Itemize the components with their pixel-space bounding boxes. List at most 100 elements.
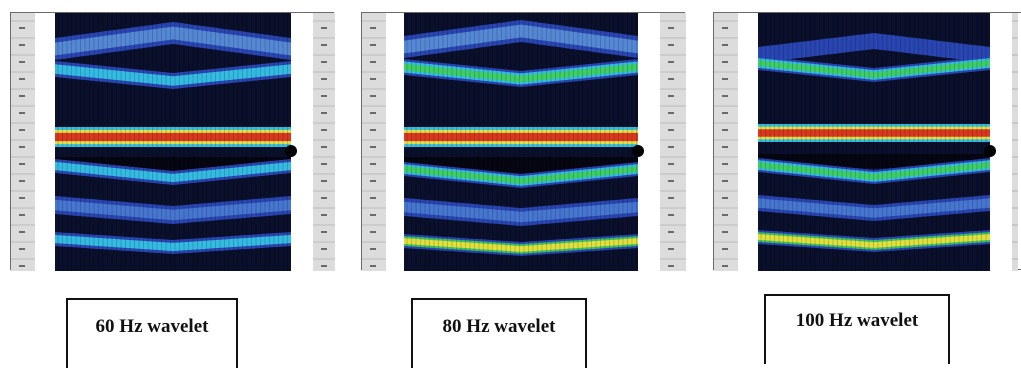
depth-tick-mark	[668, 44, 674, 46]
reflector-band	[55, 199, 291, 221]
reflector-band	[404, 63, 638, 83]
depth-tick-mark	[370, 112, 376, 114]
depth-tick-mark	[722, 95, 728, 97]
caption-100hz-label: 100 Hz wavelet	[795, 310, 919, 331]
depth-tick-mark	[321, 27, 327, 29]
depth-tick-mark	[722, 231, 728, 233]
depth-tick-mark	[19, 112, 25, 114]
depth-tick-mark	[321, 112, 327, 114]
reflector-band	[404, 201, 638, 223]
reflector-band	[758, 198, 990, 218]
depth-tick-mark	[370, 248, 376, 250]
depth-tick-mark	[19, 95, 25, 97]
margin-left	[386, 13, 404, 271]
depth-tick-mark	[321, 129, 327, 131]
depth-tick-mark	[321, 61, 327, 63]
depth-tick-mark	[321, 78, 327, 80]
depth-tick-mark	[668, 163, 674, 165]
depth-tick-mark	[668, 248, 674, 250]
seismic-bands	[404, 13, 638, 271]
depth-tick-mark	[370, 27, 376, 29]
reflector-band	[758, 56, 990, 82]
reflector-band	[404, 59, 638, 87]
depth-tick-mark	[722, 27, 728, 29]
depth-tick-mark	[722, 163, 728, 165]
reflector-band	[758, 234, 990, 248]
reflector-band	[55, 161, 291, 183]
depth-tick-mark	[19, 78, 25, 80]
depth-tick-mark	[668, 27, 674, 29]
reflector-band	[55, 234, 291, 252]
reflector-band	[404, 132, 638, 142]
depth-tick-mark	[321, 146, 327, 148]
depth-tick-mark	[370, 44, 376, 46]
depth-tick-mark	[668, 231, 674, 233]
margin-right	[990, 13, 1012, 271]
depth-tick-mark	[668, 265, 674, 267]
depth-tick-mark	[722, 214, 728, 216]
depth-tick-mark	[370, 146, 376, 148]
reflector-band	[55, 61, 291, 89]
depth-tick-mark	[722, 146, 728, 148]
depth-tick-mark	[19, 180, 25, 182]
seismic-bands	[758, 13, 990, 271]
depth-tick-mark	[321, 197, 327, 199]
depth-tick-mark	[722, 61, 728, 63]
depth-tick-mark	[668, 214, 674, 216]
reflector-band	[404, 24, 638, 54]
seismic-section-100hz	[714, 13, 1018, 271]
reflector-band	[758, 60, 990, 78]
depth-tick-mark	[321, 95, 327, 97]
depth-tick-mark	[321, 248, 327, 250]
depth-tick-mark	[668, 95, 674, 97]
reflector-band	[55, 159, 291, 185]
seismic-panel-80hz	[361, 12, 686, 271]
depth-strip-right	[1012, 13, 1018, 271]
depth-tick-mark	[668, 146, 674, 148]
edge-marker	[632, 145, 644, 157]
depth-tick-mark	[668, 197, 674, 199]
edge-marker	[984, 145, 996, 157]
depth-tick-mark	[722, 78, 728, 80]
caption-60hz: 60 Hz wavelet	[66, 298, 238, 368]
depth-strip-right	[313, 13, 335, 271]
depth-tick-mark	[321, 265, 327, 267]
depth-tick-mark	[321, 214, 327, 216]
reflector-band	[55, 64, 291, 86]
margin-right	[638, 13, 660, 271]
depth-tick-mark	[19, 231, 25, 233]
depth-strip-left	[11, 13, 35, 271]
reflector-band	[55, 132, 291, 142]
depth-tick-mark	[722, 129, 728, 131]
depth-tick-mark	[370, 61, 376, 63]
depth-tick-mark	[370, 163, 376, 165]
depth-tick-mark	[19, 248, 25, 250]
reflector-band	[758, 195, 990, 221]
depth-tick-mark	[668, 78, 674, 80]
depth-tick-mark	[370, 78, 376, 80]
reflector-band	[758, 129, 990, 137]
margin-left	[738, 13, 758, 271]
depth-tick-mark	[370, 197, 376, 199]
depth-tick-mark	[19, 44, 25, 46]
caption-100hz: 100 Hz wavelet	[764, 294, 950, 364]
reflector-band	[404, 162, 638, 188]
reflector-band	[404, 166, 638, 184]
caption-80hz: 80 Hz wavelet	[411, 298, 587, 368]
depth-tick-mark	[19, 265, 25, 267]
depth-tick-mark	[19, 61, 25, 63]
reflector-band	[758, 158, 990, 184]
edge-marker	[285, 145, 297, 157]
depth-tick-mark	[722, 248, 728, 250]
depth-tick-mark	[370, 231, 376, 233]
depth-tick-mark	[19, 27, 25, 29]
reflector-band	[758, 162, 990, 180]
depth-tick-mark	[722, 112, 728, 114]
depth-tick-mark	[19, 146, 25, 148]
depth-strip-left	[714, 13, 738, 271]
depth-tick-mark	[668, 180, 674, 182]
depth-tick-mark	[370, 180, 376, 182]
margin-left	[35, 13, 55, 271]
depth-tick-mark	[370, 265, 376, 267]
reflector-band	[55, 22, 291, 60]
